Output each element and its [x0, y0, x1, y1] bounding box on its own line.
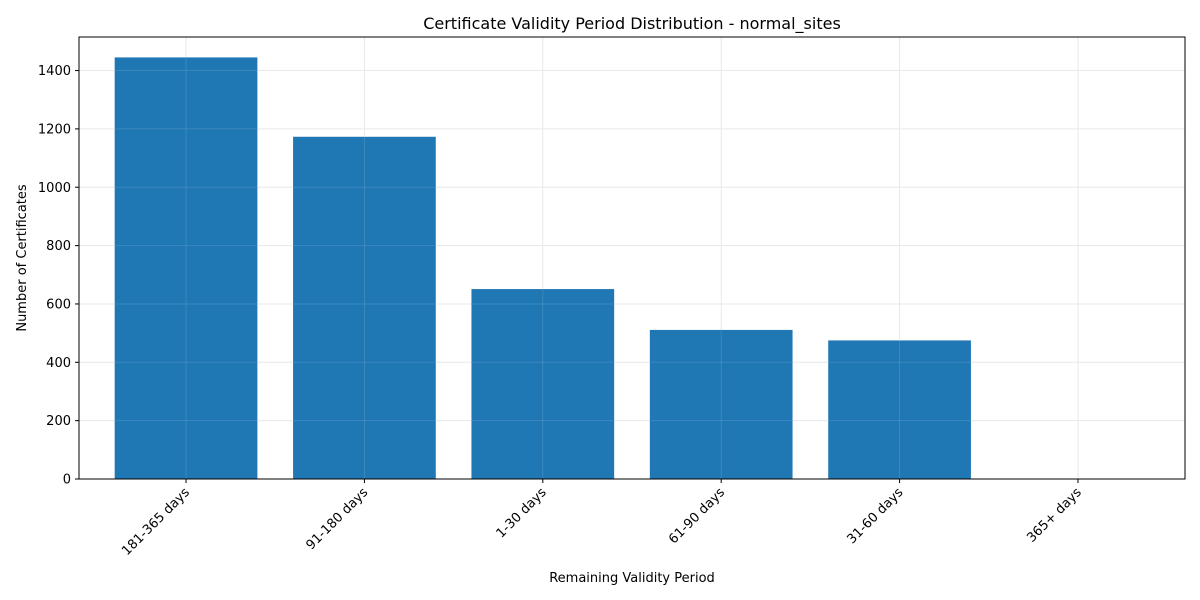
y-tick-label: 200: [46, 414, 71, 429]
x-tick-label: 365+ days: [1024, 485, 1085, 546]
x-tick-label: 31-60 days: [844, 485, 906, 547]
x-tick-label: 91-180 days: [303, 485, 371, 553]
bar: [828, 340, 971, 479]
chart-title: Certificate Validity Period Distribution…: [423, 14, 841, 34]
grid-layer: [79, 37, 1185, 480]
y-tick-label: 1200: [38, 122, 71, 137]
x-axis: 181-365 days 91-180 days 1-30 days 61-90 da…: [119, 479, 1085, 559]
bar-layer: [114, 57, 971, 480]
y-tick-label: 400: [46, 356, 71, 371]
bar: [471, 289, 615, 479]
x-tick-label: 181-365 days: [119, 485, 193, 559]
y-tick-label: 600: [46, 297, 71, 312]
y-tick-label: 1000: [38, 181, 71, 196]
x-axis-label: Remaining Validity Period: [549, 571, 715, 586]
y-axis-label: Number of Certificates: [15, 184, 30, 332]
y-tick-label: 800: [46, 239, 71, 254]
bar: [649, 329, 793, 479]
x-tick-label: 61-90 days: [666, 485, 728, 547]
bar: [293, 136, 436, 480]
bar: [114, 57, 258, 479]
y-axis: 0 200 400 600 800 1000 1200 1400: [38, 64, 79, 488]
y-tick-label: 1400: [38, 64, 71, 79]
y-tick-label: 0: [63, 473, 71, 488]
x-tick-label: 1-30 days: [494, 485, 550, 541]
plot-frame: [78, 36, 1186, 480]
